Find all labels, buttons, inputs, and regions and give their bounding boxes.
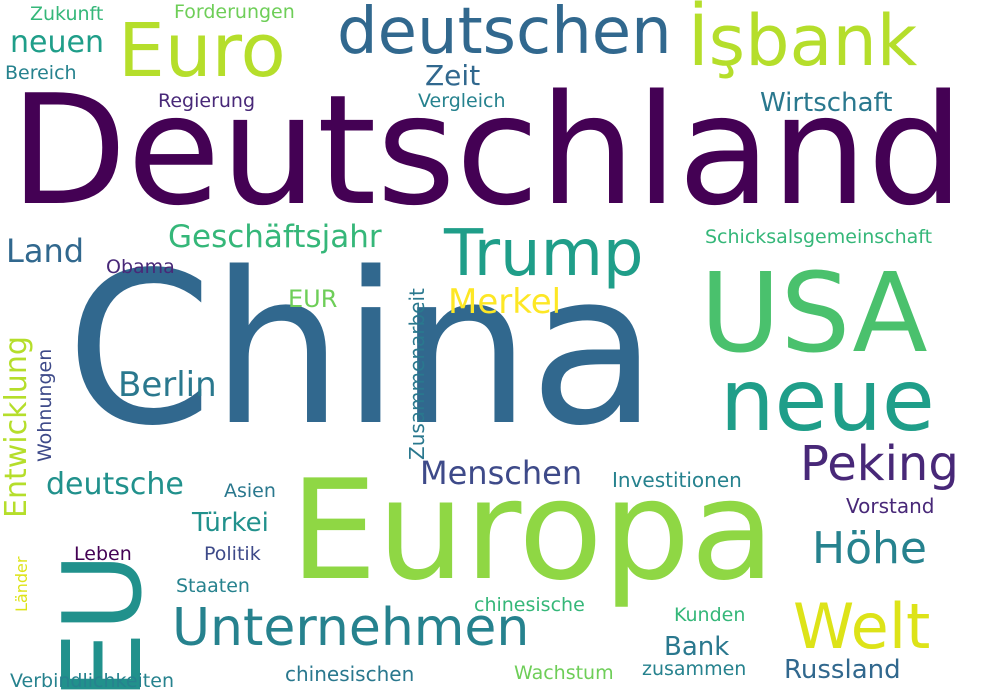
- word-isbank: İşbank: [688, 0, 918, 82]
- word-merkel: Merkel: [448, 282, 562, 322]
- word-trump: Trump: [444, 217, 644, 291]
- word-usa: USA: [700, 249, 928, 377]
- word-chinesischen: chinesischen: [285, 662, 415, 686]
- word-russland: Russland: [784, 655, 901, 685]
- word-kunden: Kunden: [674, 604, 746, 626]
- word-geschaeftsjahr: Geschäftsjahr: [168, 219, 382, 255]
- word-vergleich: Vergleich: [418, 90, 506, 112]
- word-laender: Länder: [12, 556, 31, 612]
- word-welt: Welt: [793, 590, 931, 663]
- word-zukunft: Zukunft: [30, 3, 104, 25]
- word-chinesische: chinesische: [474, 594, 585, 616]
- word-zeit: Zeit: [425, 59, 481, 92]
- word-wachstum: Wachstum: [514, 662, 614, 684]
- word-eur: EUR: [288, 285, 338, 313]
- word-politik: Politik: [204, 543, 261, 565]
- word-berlin: Berlin: [118, 365, 217, 405]
- word-bereich: Bereich: [5, 62, 77, 84]
- word-zusammenarbeit: Zusammenarbeit: [405, 288, 429, 460]
- word-deutsche: deutsche: [46, 467, 184, 502]
- word-vorstand: Vorstand: [846, 494, 935, 518]
- word-leben: Leben: [74, 543, 132, 565]
- word-euro: Euro: [118, 8, 286, 94]
- word-hoehe: Höhe: [812, 523, 927, 574]
- word-europa: Europa: [290, 450, 775, 611]
- word-peking: Peking: [800, 436, 959, 492]
- word-staaten: Staaten: [176, 575, 250, 597]
- word-zusammen: zusammen: [642, 658, 747, 680]
- word-schicksalsgemeinschaft: Schicksalsgemeinschaft: [705, 226, 933, 248]
- word-neue: neue: [720, 351, 935, 451]
- word-bank: Bank: [664, 632, 730, 662]
- word-asien: Asien: [224, 480, 276, 502]
- word-menschen: Menschen: [420, 454, 583, 492]
- word-wohnungen: Wohnungen: [34, 348, 56, 462]
- word-china: China: [66, 227, 658, 472]
- word-deutschen: deutschen: [337, 0, 672, 69]
- word-tuerkei: Türkei: [192, 508, 269, 538]
- word-neuen: neuen: [10, 25, 104, 60]
- word-land: Land: [6, 232, 85, 270]
- word-entwicklung: Entwicklung: [0, 336, 34, 518]
- word-deutschland: Deutschland: [10, 62, 964, 239]
- word-investitionen: Investitionen: [612, 468, 742, 492]
- word-regierung: Regierung: [158, 90, 256, 112]
- word-wirtschaft: Wirtschaft: [760, 88, 893, 118]
- word-obama: Obama: [106, 256, 175, 278]
- word-forderungen: Forderungen: [174, 1, 295, 23]
- word-unternehmen: Unternehmen: [172, 598, 530, 658]
- word-verbindlichkeiten: Verbindlichkeiten: [10, 670, 174, 692]
